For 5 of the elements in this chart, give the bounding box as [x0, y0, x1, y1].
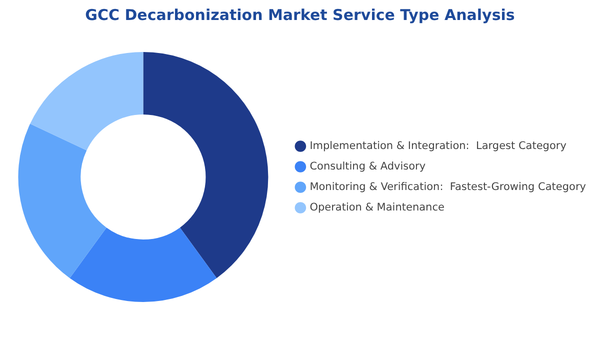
legend-label: Consulting & Advisory — [310, 160, 426, 172]
legend-label: Monitoring & Verification: Fastest-Growing Category — [310, 180, 586, 193]
legend-label: Implementation & Integration: Largest Category — [310, 140, 566, 152]
legend-label: Operation & Maintenance — [310, 201, 444, 214]
chart-title: GCC Decarbonization Market Service Type Analysis — [84, 6, 516, 26]
